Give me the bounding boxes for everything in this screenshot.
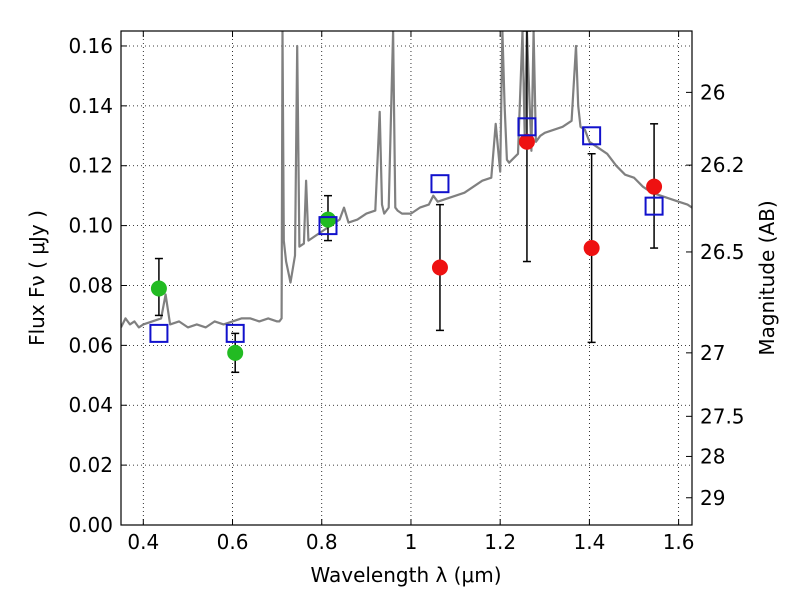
photometry-point bbox=[227, 344, 244, 361]
plot-background bbox=[121, 31, 692, 525]
y-axis-label-left: Flux Fν ( μJy ) bbox=[25, 210, 49, 346]
right-tick-label: 26.2 bbox=[700, 153, 745, 177]
photometry-point bbox=[518, 133, 535, 150]
spectrum-line bbox=[121, 31, 692, 329]
y-tick-label: 0.04 bbox=[68, 393, 113, 417]
right-tick-label: 26 bbox=[700, 80, 725, 104]
model-square-point bbox=[149, 323, 169, 343]
x-tick-label: 0.4 bbox=[127, 530, 159, 554]
model-square-point bbox=[430, 174, 450, 194]
axis-ticks: 0.4 0.6 0.8 1 1.2 1.4 1.6 0.00 0.02 0.04 0.06 0.08 0… bbox=[68, 31, 745, 554]
x-tick-label: 1.6 bbox=[663, 530, 695, 554]
x-tick-label: 0.8 bbox=[306, 530, 338, 554]
model-square-point bbox=[318, 216, 338, 236]
right-tick-label: 27 bbox=[700, 341, 725, 365]
y-tick-label: 0.16 bbox=[68, 34, 113, 58]
right-tick-label: 27.5 bbox=[700, 404, 745, 428]
right-tick-label: 26.5 bbox=[700, 240, 745, 264]
data-markers bbox=[149, 31, 664, 374]
x-tick-label: 1.2 bbox=[484, 530, 516, 554]
y-tick-label: 0.12 bbox=[68, 154, 113, 178]
x-tick-label: 1 bbox=[405, 530, 418, 554]
y-tick-label: 0.02 bbox=[68, 453, 113, 477]
right-tick-label: 29 bbox=[700, 486, 725, 510]
y-tick-label: 0.10 bbox=[68, 214, 113, 238]
photometry-point bbox=[431, 259, 448, 276]
y-tick-label: 0.00 bbox=[68, 513, 113, 537]
model-square-point bbox=[644, 196, 664, 216]
model-square-point bbox=[517, 117, 537, 137]
photometry-point bbox=[583, 240, 600, 257]
x-tick-label: 1.4 bbox=[573, 530, 605, 554]
y-tick-label: 0.06 bbox=[68, 333, 113, 357]
photometry-point bbox=[319, 211, 336, 228]
x-tick-label: 0.6 bbox=[217, 530, 249, 554]
x-axis-label: Wavelength λ (μm) bbox=[310, 563, 501, 587]
y-tick-label: 0.08 bbox=[68, 273, 113, 297]
photometry-point bbox=[646, 178, 663, 195]
right-tick-label: 28 bbox=[700, 444, 725, 468]
model-square-point bbox=[582, 126, 602, 146]
y-axis-label-right: Magnitude (AB) bbox=[755, 200, 779, 355]
plot-frame bbox=[120, 30, 693, 526]
y-tick-label: 0.14 bbox=[68, 94, 113, 118]
photometry-point bbox=[150, 280, 167, 297]
model-square-point bbox=[225, 323, 245, 343]
